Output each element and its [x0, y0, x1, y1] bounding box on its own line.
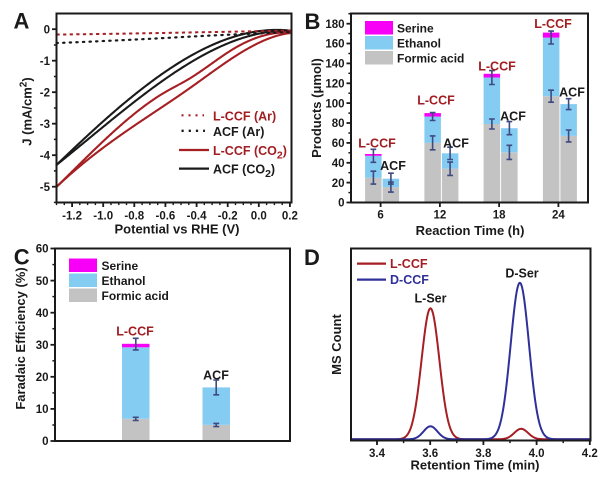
svg-text:MS Count: MS Count: [329, 314, 344, 375]
svg-text:4.2: 4.2: [582, 448, 598, 460]
svg-text:4.0: 4.0: [529, 448, 545, 460]
svg-text:ACF: ACF: [203, 369, 229, 383]
svg-text:J (mA/cm2): J (mA/cm2): [19, 77, 35, 145]
svg-text:0: 0: [42, 436, 48, 448]
svg-text:140: 140: [325, 59, 344, 71]
svg-text:20: 20: [332, 178, 345, 190]
svg-text:6: 6: [377, 210, 383, 222]
svg-text:L-CCF (Ar): L-CCF (Ar): [213, 109, 276, 123]
svg-text:ACF: ACF: [559, 86, 585, 100]
svg-text:50: 50: [36, 276, 49, 288]
svg-text:-1: -1: [40, 56, 51, 68]
svg-text:10: 10: [36, 404, 49, 416]
svg-text:-1.2: -1.2: [62, 211, 82, 223]
svg-text:Ethanol: Ethanol: [397, 36, 441, 50]
svg-text:160: 160: [325, 39, 344, 51]
svg-text:ACF: ACF: [500, 110, 526, 124]
svg-text:0.0: 0.0: [251, 211, 267, 223]
svg-text:Retention Time (min): Retention Time (min): [410, 458, 539, 473]
svg-text:D-Ser: D-Ser: [505, 267, 538, 281]
svg-text:Products (μmol): Products (μmol): [309, 58, 324, 158]
svg-text:3.6: 3.6: [422, 448, 438, 460]
svg-text:L-CCF: L-CCF: [390, 257, 428, 271]
svg-text:D-CCF: D-CCF: [390, 273, 429, 287]
svg-text:-0.4: -0.4: [187, 211, 207, 223]
svg-text:Faradaic Efficiency (%): Faradaic Efficiency (%): [13, 267, 28, 409]
svg-text:-4: -4: [40, 150, 51, 162]
svg-text:Ethanol: Ethanol: [102, 274, 146, 288]
svg-text:Formic acid: Formic acid: [102, 289, 169, 303]
svg-text:L-CCF: L-CCF: [478, 60, 516, 74]
svg-text:40: 40: [36, 308, 49, 320]
svg-text:-0.2: -0.2: [218, 211, 238, 223]
svg-text:20: 20: [36, 372, 49, 384]
svg-text:L-CCF: L-CCF: [358, 137, 396, 151]
svg-text:60: 60: [36, 244, 49, 256]
svg-text:3.8: 3.8: [475, 448, 492, 460]
svg-text:Potential vs RHE (V): Potential vs RHE (V): [115, 222, 240, 237]
svg-text:L-CCF: L-CCF: [116, 325, 154, 339]
svg-text:0: 0: [338, 198, 344, 210]
svg-text:-2: -2: [40, 87, 50, 99]
svg-text:L-CCF: L-CCF: [534, 17, 572, 31]
svg-text:-5: -5: [40, 182, 51, 194]
svg-text:ACF (CO2): ACF (CO2): [213, 163, 275, 181]
svg-text:60: 60: [332, 138, 345, 150]
svg-text:ACF: ACF: [443, 137, 469, 151]
svg-text:24: 24: [552, 210, 565, 222]
svg-text:180: 180: [325, 19, 344, 31]
svg-text:Serine: Serine: [102, 259, 139, 273]
svg-text:-0.8: -0.8: [124, 211, 144, 223]
svg-text:D: D: [304, 245, 320, 270]
svg-text:-1.0: -1.0: [93, 211, 113, 223]
svg-text:18: 18: [493, 210, 506, 222]
svg-text:B: B: [305, 9, 321, 34]
svg-text:-3: -3: [40, 119, 50, 131]
svg-text:0: 0: [44, 24, 50, 36]
svg-text:Reaction Time (h): Reaction Time (h): [416, 223, 525, 238]
svg-text:120: 120: [325, 79, 344, 91]
svg-text:C: C: [14, 245, 30, 270]
svg-text:ACF (Ar): ACF (Ar): [213, 125, 264, 139]
svg-text:3.4: 3.4: [369, 448, 386, 460]
svg-text:L-CCF (CO2): L-CCF (CO2): [213, 144, 287, 162]
svg-text:ACF: ACF: [380, 159, 406, 173]
svg-text:-0.6: -0.6: [155, 211, 175, 223]
svg-text:A: A: [14, 9, 30, 34]
svg-text:Serine: Serine: [397, 21, 434, 35]
svg-text:80: 80: [332, 118, 345, 130]
svg-text:L-CCF: L-CCF: [417, 94, 455, 108]
svg-text:Formic acid: Formic acid: [397, 51, 464, 65]
svg-text:30: 30: [36, 340, 49, 352]
svg-text:0.2: 0.2: [282, 211, 298, 223]
svg-text:100: 100: [325, 98, 344, 110]
svg-text:40: 40: [332, 158, 345, 170]
svg-text:L-Ser: L-Ser: [415, 292, 447, 306]
svg-text:12: 12: [434, 210, 447, 222]
